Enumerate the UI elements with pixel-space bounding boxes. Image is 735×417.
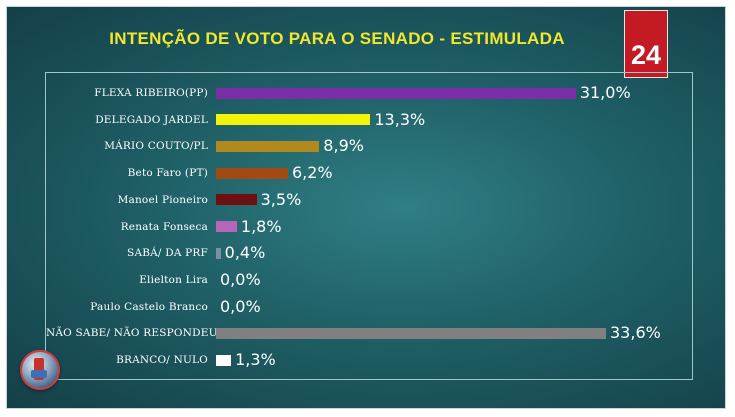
value-label: 0,4%: [224, 243, 266, 263]
bar: [216, 247, 221, 259]
value-label: 31,0%: [579, 83, 631, 102]
chart-title: INTENÇÃO DE VOTO PARA O SENADO - ESTIMUL…: [109, 29, 565, 48]
bar: [216, 114, 371, 126]
category-label: MÁRIO COUTO/PL: [104, 140, 208, 153]
bar: [216, 221, 237, 232]
category-label: NÃO SABE/ NÃO RESPONDEU: [46, 327, 218, 340]
plot-area: FLEXA RIBEIRO(PP) 31,0% DELEGADO JARDEL 13,…: [45, 72, 693, 380]
bar: [216, 140, 320, 152]
bar: [216, 194, 257, 206]
value-label: 33,6%: [610, 323, 661, 343]
value-label: 1,3%: [235, 350, 276, 369]
category-label: Elielton Lira: [139, 273, 208, 286]
category-label: DELEGADO JARDEL: [95, 113, 208, 126]
bar: [216, 87, 576, 99]
category-label: Manoel Pioneiro: [117, 193, 208, 206]
value-label: 6,2%: [291, 163, 333, 183]
value-label: 13,3%: [374, 109, 426, 129]
value-label: 3,5%: [260, 189, 302, 209]
broadcaster-logo-icon: [20, 350, 60, 390]
category-label: FLEXA RIBEIRO(PP): [94, 87, 208, 99]
chart-panel: INTENÇÃO DE VOTO PARA O SENADO - ESTIMUL…: [6, 6, 726, 409]
channel-badge: 24: [624, 10, 668, 78]
category-label: Paulo Castelo Branco: [90, 300, 208, 313]
category-label: Renata Fonseca: [120, 220, 208, 233]
value-label: 8,9%: [323, 136, 364, 156]
bar: [216, 327, 606, 339]
category-label: Beto Faro (PT): [127, 167, 208, 180]
bar: [216, 354, 232, 366]
bar: [216, 167, 288, 179]
badge-number: 24: [630, 40, 662, 70]
category-label: BRANCO/ NULO: [116, 354, 208, 366]
value-label: 0,0%: [220, 269, 261, 289]
value-label: 0,0%: [220, 296, 261, 316]
value-label: 1,8%: [240, 216, 282, 236]
category-label: SABÁ/ DA PRF: [127, 247, 208, 260]
